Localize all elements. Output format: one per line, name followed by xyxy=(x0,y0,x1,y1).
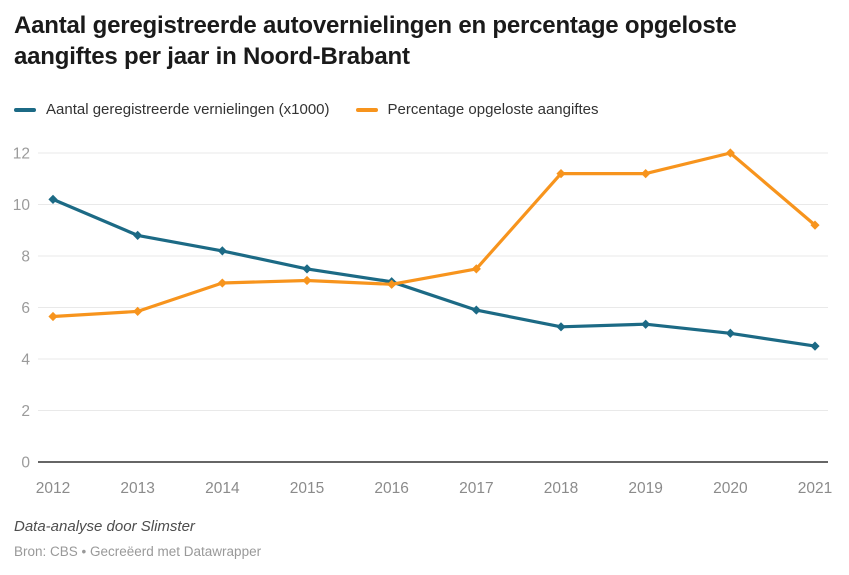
series-line-1 xyxy=(51,151,817,319)
x-tick-label: 2016 xyxy=(374,480,408,497)
series-line-0 xyxy=(51,197,817,348)
y-tick-label: 0 xyxy=(21,455,30,472)
x-tick-label: 2012 xyxy=(36,480,70,497)
y-tick-label: 12 xyxy=(13,146,30,163)
data-point-marker xyxy=(387,279,397,289)
data-point-marker xyxy=(133,230,143,240)
data-point-marker xyxy=(302,264,312,274)
data-point-marker xyxy=(48,194,58,204)
data-point-marker xyxy=(217,246,227,256)
data-point-marker xyxy=(810,220,820,230)
data-point-marker xyxy=(471,264,481,274)
data-point-marker xyxy=(641,169,651,179)
x-tick-label: 2019 xyxy=(628,480,662,497)
line-chart-svg: 0 2 4 6 8 10 12 2012 2013 2014 2015 2016 2017 2018 201… xyxy=(13,146,832,498)
y-tick-label: 6 xyxy=(21,300,30,317)
legend-swatch-vernielingen xyxy=(14,107,36,112)
x-tick-label: 2014 xyxy=(205,480,240,497)
x-tick-label: 2013 xyxy=(120,480,154,497)
legend-item-percentage: Percentage opgeloste aangiftes xyxy=(355,101,599,118)
data-point-marker xyxy=(133,306,143,316)
y-tick-label: 10 xyxy=(13,197,31,214)
legend-swatch-percentage xyxy=(355,107,378,112)
x-tick-label: 2015 xyxy=(290,480,324,497)
x-tick-label: 2017 xyxy=(459,480,493,497)
data-point-marker xyxy=(48,311,58,322)
y-tick-label: 8 xyxy=(21,249,30,266)
data-point-marker xyxy=(556,169,566,179)
data-point-marker xyxy=(556,322,566,332)
byline: Data-analyse door Slimster xyxy=(14,518,195,535)
legend-label-percentage: Percentage opgeloste aangiftes xyxy=(387,101,599,118)
x-tick-label: 2020 xyxy=(713,480,748,497)
data-point-marker xyxy=(725,148,735,158)
data-point-marker xyxy=(810,341,820,351)
y-tick-label: 2 xyxy=(21,403,30,420)
source-note: Bron: CBS • Gecreëerd met Datawrapper xyxy=(14,544,262,559)
plot-area: 0 2 4 6 8 10 12 2012 2013 2014 2015 2016 2017 2018 201… xyxy=(0,130,849,498)
legend-item-vernielingen: Aantal geregistreerde vernielingen (x100… xyxy=(14,101,330,118)
data-point-marker xyxy=(725,328,735,338)
data-point-marker xyxy=(471,305,481,315)
data-point-marker xyxy=(217,278,227,288)
x-tick-label: 2021 xyxy=(798,480,832,497)
legend: Aantal geregistreerde vernielingen (x100… xyxy=(14,101,599,118)
x-tick-label: 2018 xyxy=(544,480,578,497)
chart-title: Aantal geregistreerde autovernielingen e… xyxy=(14,12,737,70)
y-tick-label: 4 xyxy=(21,352,30,369)
data-point-marker xyxy=(302,275,312,286)
legend-label-vernielingen: Aantal geregistreerde vernielingen (x100… xyxy=(46,101,330,118)
data-point-marker xyxy=(641,319,651,329)
